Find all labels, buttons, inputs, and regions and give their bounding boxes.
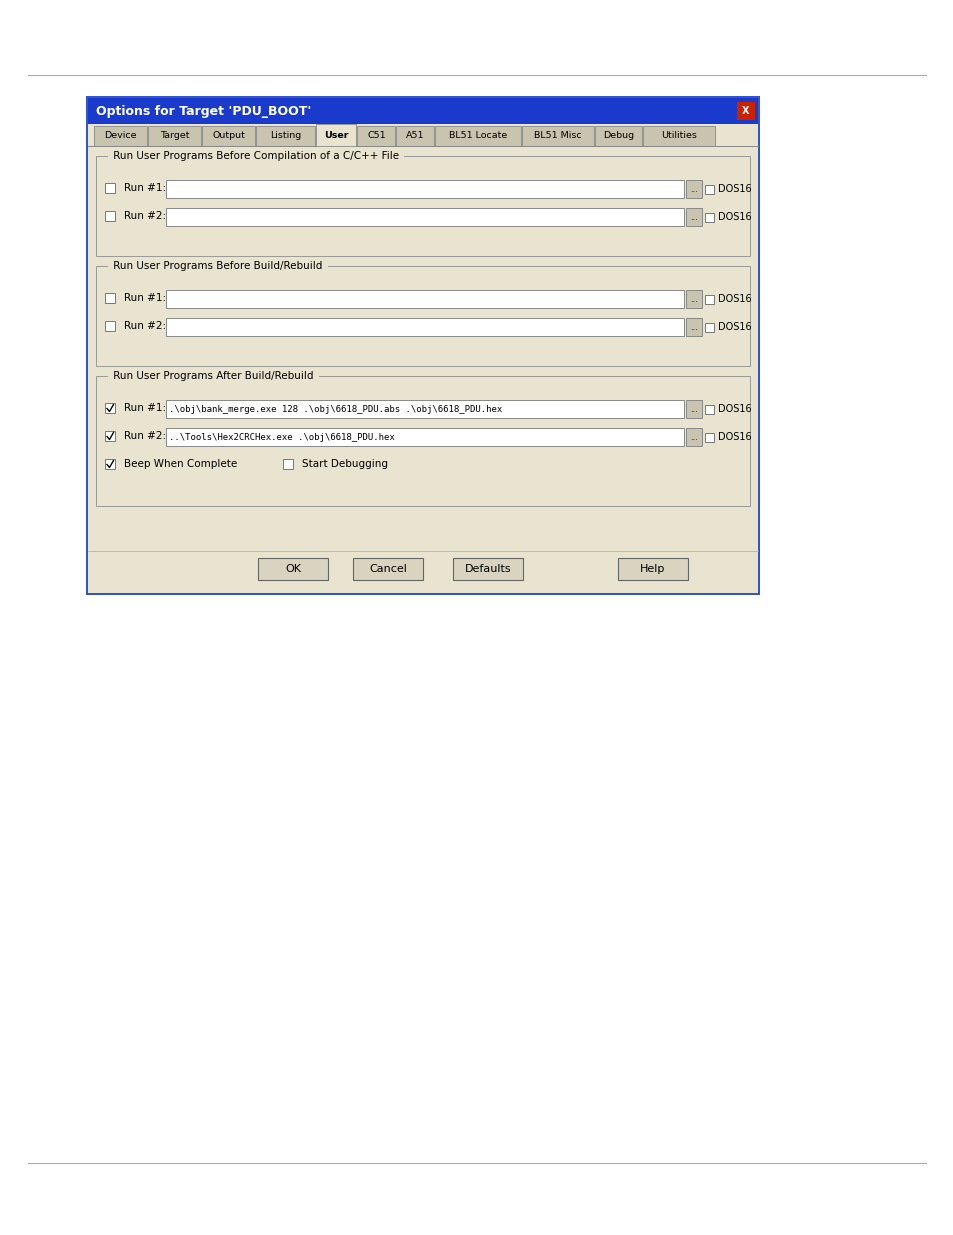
Text: Debug: Debug [602, 131, 634, 141]
Bar [521, 126, 594, 146]
Bar [88, 124, 758, 593]
Text: Run #1:: Run #1: [124, 183, 166, 193]
Text: DOS16: DOS16 [718, 212, 751, 222]
Text: ...: ... [689, 294, 698, 304]
Bar [642, 126, 715, 146]
Text: DOS16: DOS16 [718, 294, 751, 304]
Bar [105, 321, 115, 331]
Text: ..\Tools\Hex2CRCHex.exe .\obj\6618_PDU.hex: ..\Tools\Hex2CRCHex.exe .\obj\6618_PDU.h… [169, 432, 395, 441]
Text: Run User Programs After Build/Rebuild: Run User Programs After Build/Rebuild [110, 370, 316, 382]
Bar [685, 207, 701, 226]
Text: Run User Programs Before Compilation of a C/C++ File: Run User Programs Before Compilation of … [110, 151, 402, 161]
Bar [435, 126, 520, 146]
Text: OK: OK [285, 564, 301, 574]
Text: DOS16: DOS16 [718, 432, 751, 442]
Bar [255, 126, 315, 146]
Text: Listing: Listing [270, 131, 301, 141]
Bar [737, 103, 754, 120]
Bar [705, 322, 714, 331]
Text: ...: ... [689, 322, 698, 331]
Bar [105, 183, 115, 193]
Bar [705, 184, 714, 194]
Bar [96, 375, 749, 506]
Bar [705, 212, 714, 221]
Bar [96, 156, 749, 256]
Bar [396, 126, 434, 146]
Bar [202, 126, 254, 146]
Bar [88, 98, 758, 124]
Bar [685, 400, 701, 417]
Text: A51: A51 [406, 131, 424, 141]
Bar [685, 317, 701, 336]
Text: Output: Output [212, 131, 245, 141]
Bar [257, 558, 328, 580]
Text: Device: Device [104, 131, 136, 141]
Bar [595, 126, 641, 146]
Text: BL51 Locate: BL51 Locate [449, 131, 507, 141]
Text: X: X [741, 106, 749, 116]
Bar [166, 429, 683, 446]
Bar [283, 459, 293, 469]
Text: BL51 Misc: BL51 Misc [534, 131, 581, 141]
Text: Run #2:: Run #2: [124, 211, 166, 221]
Text: User: User [324, 131, 349, 141]
Bar [705, 294, 714, 304]
Text: Run #1:: Run #1: [124, 403, 166, 412]
Bar [105, 431, 115, 441]
Bar [148, 126, 201, 146]
Text: C51: C51 [367, 131, 385, 141]
Text: DOS16: DOS16 [718, 322, 751, 332]
Bar [105, 293, 115, 303]
Bar [705, 432, 714, 441]
Text: Target: Target [159, 131, 189, 141]
Text: Run #1:: Run #1: [124, 293, 166, 303]
Text: Run #2:: Run #2: [124, 321, 166, 331]
Text: .\obj\bank_merge.exe 128 .\obj\6618_PDU.abs .\obj\6618_PDU.hex: .\obj\bank_merge.exe 128 .\obj\6618_PDU.… [169, 405, 501, 414]
Bar [105, 403, 115, 412]
Bar [357, 126, 395, 146]
Text: DOS16: DOS16 [718, 184, 751, 194]
Bar [166, 290, 683, 308]
Text: DOS16: DOS16 [718, 404, 751, 414]
Bar [453, 558, 522, 580]
Bar [166, 180, 683, 198]
Text: Options for Target 'PDU_BOOT': Options for Target 'PDU_BOOT' [96, 105, 311, 117]
Bar [353, 558, 422, 580]
Text: ...: ... [689, 184, 698, 194]
Bar [685, 180, 701, 198]
Text: Start Debugging: Start Debugging [302, 459, 388, 469]
Bar [685, 429, 701, 446]
Text: ...: ... [689, 432, 698, 441]
Text: ...: ... [689, 212, 698, 221]
Text: Defaults: Defaults [464, 564, 511, 574]
Text: Utilities: Utilities [660, 131, 697, 141]
Text: Beep When Complete: Beep When Complete [124, 459, 237, 469]
Bar [166, 317, 683, 336]
Text: ...: ... [689, 405, 698, 414]
Text: Help: Help [639, 564, 665, 574]
Text: Cancel: Cancel [369, 564, 407, 574]
Bar [166, 207, 683, 226]
Bar [105, 211, 115, 221]
Bar [685, 290, 701, 308]
Bar [94, 126, 147, 146]
Bar [705, 405, 714, 414]
Bar [105, 459, 115, 469]
Bar [166, 400, 683, 417]
Bar [96, 266, 749, 366]
Bar [618, 558, 687, 580]
Bar [86, 96, 760, 595]
Text: Run User Programs Before Build/Rebuild: Run User Programs Before Build/Rebuild [110, 261, 325, 270]
Text: Run #2:: Run #2: [124, 431, 166, 441]
Bar [316, 124, 356, 146]
